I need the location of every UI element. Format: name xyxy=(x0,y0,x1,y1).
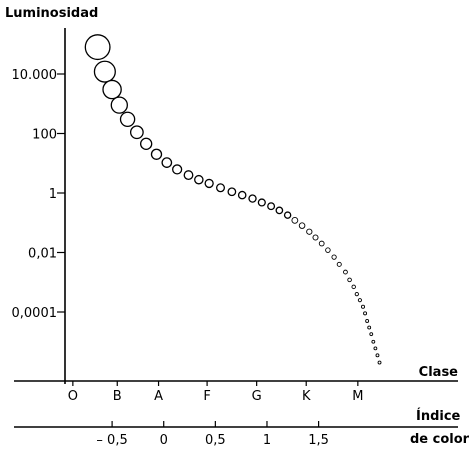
star-point xyxy=(227,187,237,197)
star-point xyxy=(373,346,378,351)
color-index-tick-label: 1 xyxy=(263,433,271,448)
color-index-tick-label: – 0,5 xyxy=(96,433,127,448)
class-label: F xyxy=(203,389,210,404)
y-tick-label: 100 xyxy=(32,128,57,143)
star-point xyxy=(257,198,266,207)
class-label: O xyxy=(68,389,78,404)
star-point xyxy=(318,240,325,247)
star-points xyxy=(84,34,382,365)
color-index-tick-label: 1,5 xyxy=(308,433,329,448)
star-point xyxy=(312,234,319,241)
star-point xyxy=(343,269,348,275)
x-axis-class-title: Clase xyxy=(419,365,459,380)
star-point xyxy=(204,178,214,189)
star-point xyxy=(325,247,331,253)
star-point xyxy=(360,304,366,309)
star-point xyxy=(110,96,128,114)
class-label: M xyxy=(352,389,363,404)
y-tick-label: 1 xyxy=(49,187,57,202)
star-point xyxy=(331,254,337,260)
star-point xyxy=(371,339,376,344)
color-index-tick-label: 0,5 xyxy=(205,433,226,448)
star-point xyxy=(347,277,352,283)
star-point xyxy=(275,206,284,215)
y-tick-label: 0,01 xyxy=(28,247,57,262)
star-point xyxy=(248,194,257,203)
star-point xyxy=(283,211,292,219)
star-point xyxy=(93,60,116,83)
star-point xyxy=(194,174,204,185)
star-point xyxy=(216,183,226,193)
star-point xyxy=(365,319,370,323)
x-axis-color-index-title-line1: Índice xyxy=(416,408,461,424)
star-point xyxy=(377,360,382,365)
star-point xyxy=(183,170,194,181)
star-point xyxy=(306,228,313,235)
y-ticks: 10.000 100 1 0,01 0,0001 xyxy=(12,68,65,321)
star-point xyxy=(267,202,276,211)
star-point xyxy=(367,325,372,330)
star-point xyxy=(102,79,122,100)
star-point xyxy=(336,261,342,267)
x-axis-color-index-title-line2: de color xyxy=(410,432,470,447)
star-point xyxy=(172,164,183,175)
y-tick-label: 0,0001 xyxy=(12,306,58,321)
star-point xyxy=(354,291,359,297)
star-point xyxy=(129,125,144,140)
star-point xyxy=(298,222,306,229)
star-point xyxy=(351,284,356,290)
class-label: K xyxy=(302,389,311,404)
color-index-tick-label: 0 xyxy=(160,433,168,448)
class-label: G xyxy=(252,389,262,404)
star-point xyxy=(119,111,136,128)
color-index-ticks: – 0,5 0 0,5 1 1,5 xyxy=(96,421,329,448)
star-point xyxy=(139,137,153,150)
y-axis-title: Luminosidad xyxy=(5,6,98,21)
star-point xyxy=(363,311,368,316)
star-point xyxy=(369,332,374,337)
class-label: B xyxy=(113,389,122,404)
star-point xyxy=(84,34,111,61)
star-point xyxy=(291,216,299,224)
star-point xyxy=(357,298,362,303)
star-point xyxy=(150,148,163,160)
class-label: A xyxy=(154,389,163,404)
star-point xyxy=(237,190,247,200)
star-point xyxy=(375,353,380,358)
y-tick-label: 10.000 xyxy=(12,68,58,83)
star-point xyxy=(161,157,173,168)
